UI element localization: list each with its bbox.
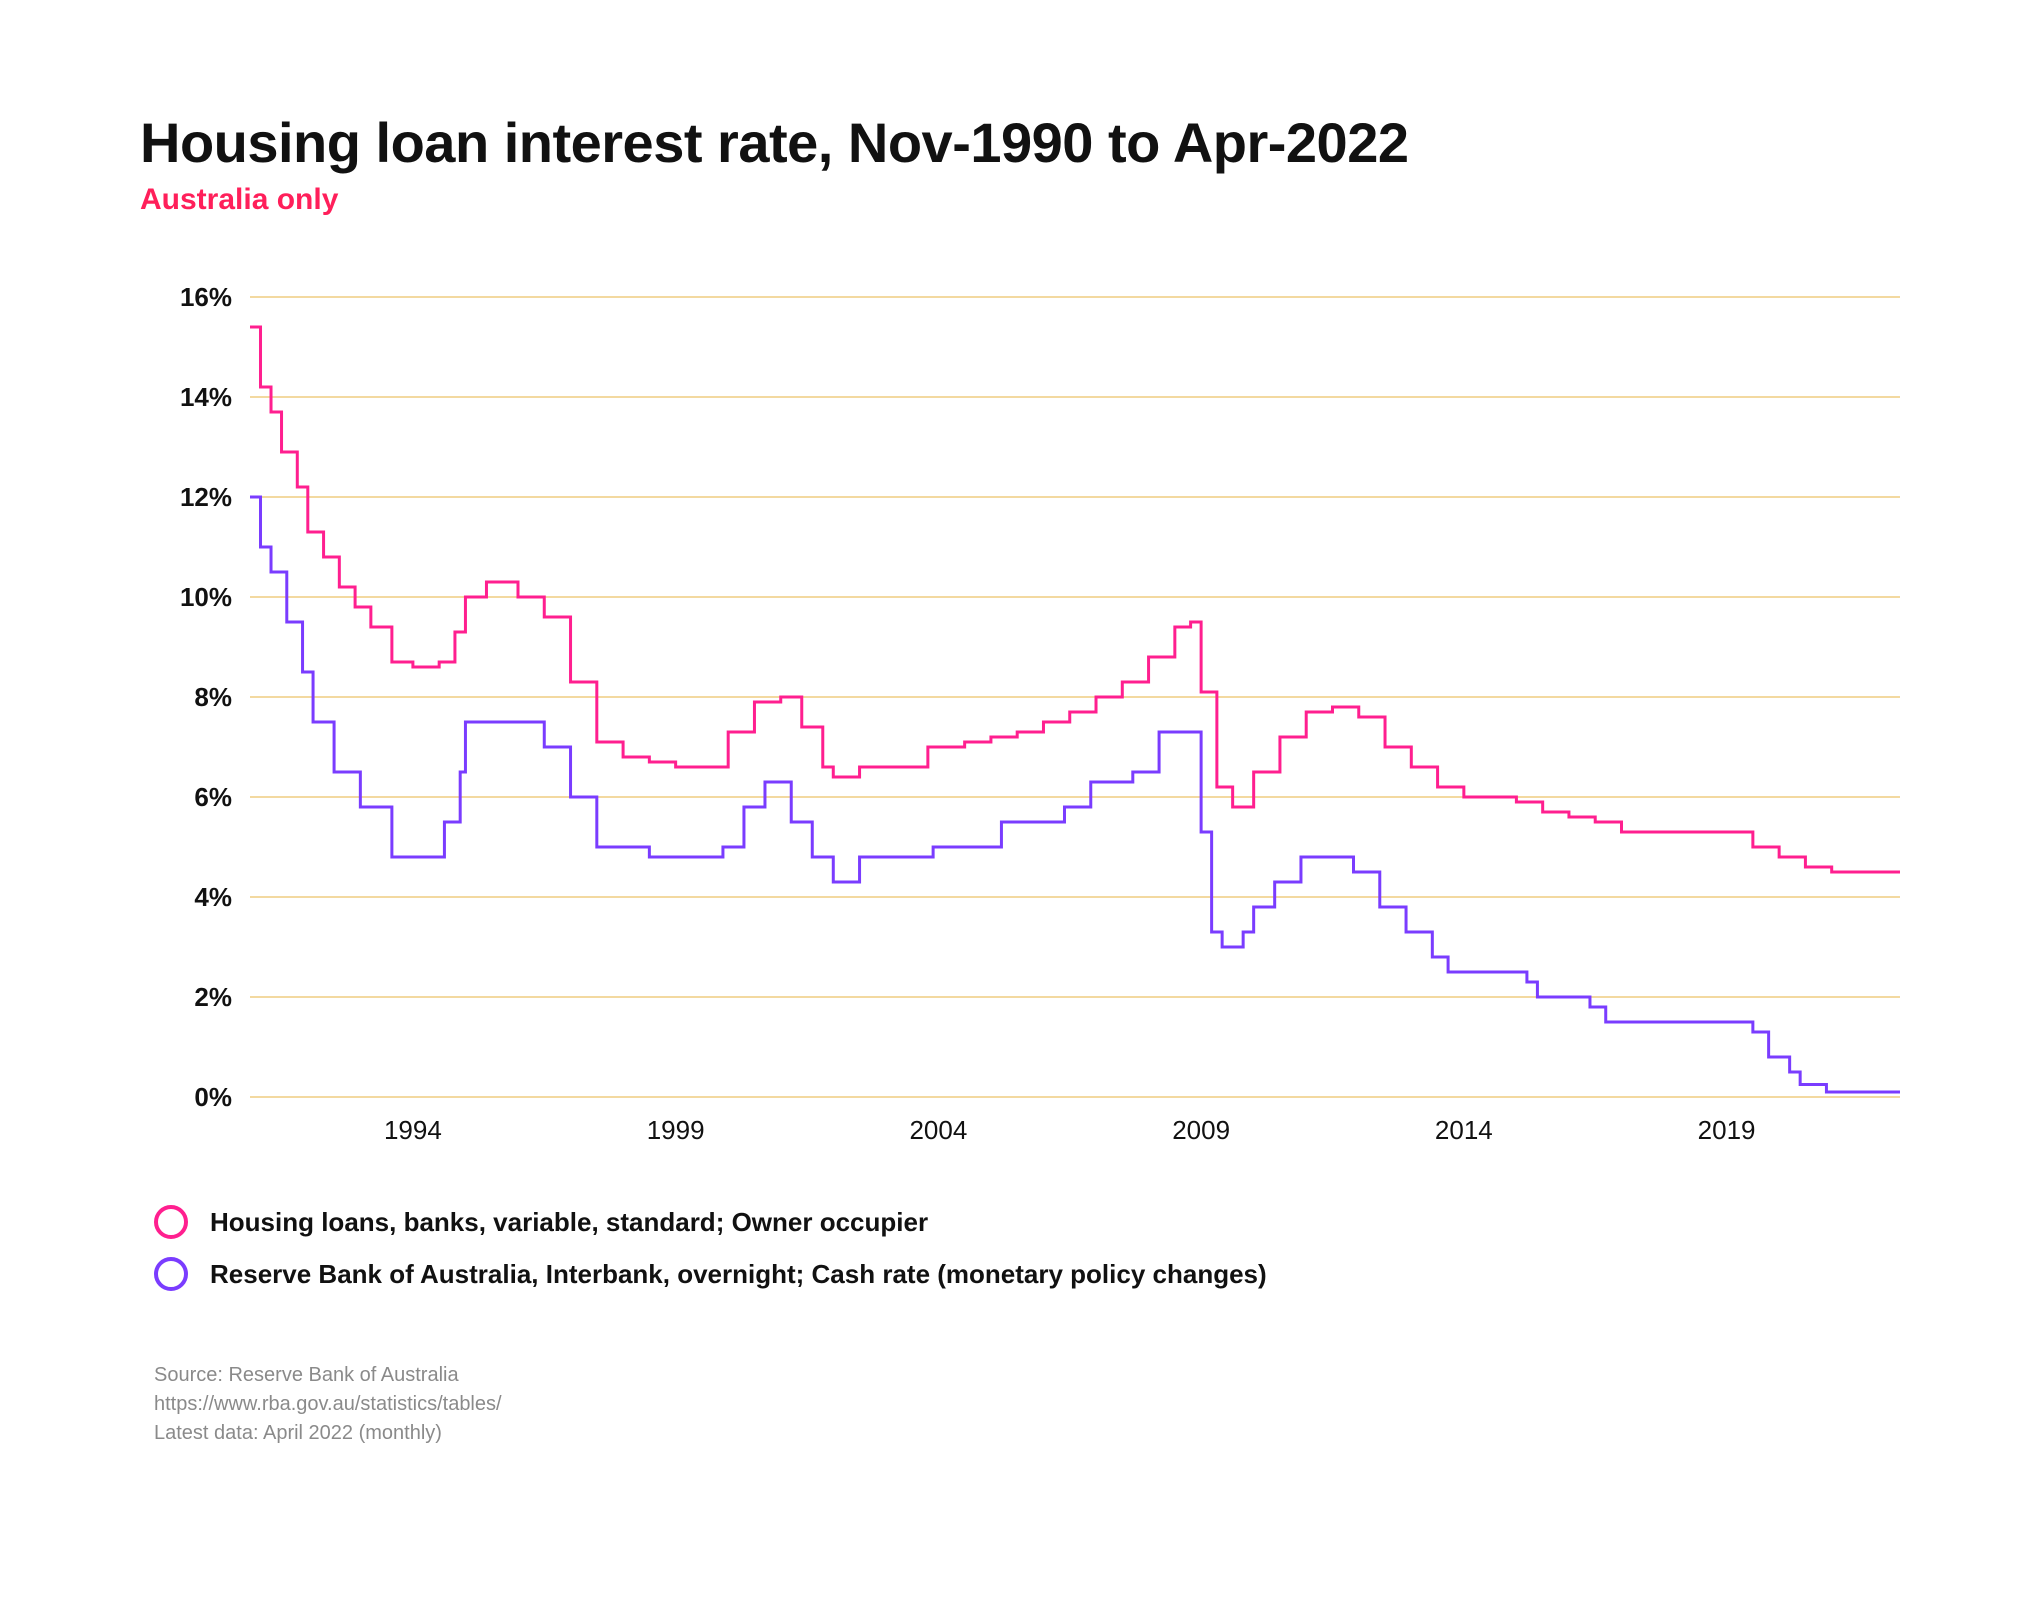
x-tick-label: 2009	[1172, 1115, 1230, 1145]
legend-swatch	[154, 1257, 188, 1291]
legend-label: Reserve Bank of Australia, Interbank, ov…	[210, 1259, 1267, 1290]
legend-item-cash_rate: Reserve Bank of Australia, Interbank, ov…	[154, 1257, 1902, 1291]
x-tick-label: 1994	[384, 1115, 442, 1145]
source-line: https://www.rba.gov.au/statistics/tables…	[154, 1390, 1902, 1419]
y-tick-label: 14%	[180, 382, 232, 412]
y-tick-label: 8%	[194, 682, 232, 712]
legend-swatch	[154, 1205, 188, 1239]
x-tick-label: 2004	[909, 1115, 967, 1145]
series-housing	[250, 327, 1900, 872]
y-tick-label: 16%	[180, 282, 232, 312]
legend-label: Housing loans, banks, variable, standard…	[210, 1207, 928, 1238]
y-tick-label: 0%	[194, 1082, 232, 1112]
series-cash_rate	[250, 497, 1900, 1092]
chart-source: Source: Reserve Bank of Australiahttps:/…	[154, 1361, 1902, 1448]
y-tick-label: 4%	[194, 882, 232, 912]
chart-subtitle: Australia only	[140, 183, 1902, 217]
chart-title: Housing loan interest rate, Nov-1990 to …	[140, 110, 1902, 175]
y-tick-label: 12%	[180, 482, 232, 512]
source-line: Latest data: April 2022 (monthly)	[154, 1419, 1902, 1448]
y-tick-label: 6%	[194, 782, 232, 812]
y-tick-label: 10%	[180, 582, 232, 612]
line-chart: 0% 2% 4% 6% 8% 10% 12% 14% 16% 1994 1999 2004 2009 20…	[140, 277, 1900, 1177]
x-tick-label: 2014	[1435, 1115, 1493, 1145]
y-tick-label: 2%	[194, 982, 232, 1012]
x-tick-label: 1999	[647, 1115, 705, 1145]
page: Housing loan interest rate, Nov-1990 to …	[0, 0, 2042, 1616]
chart-legend: Housing loans, banks, variable, standard…	[140, 1205, 1902, 1291]
legend-item-housing: Housing loans, banks, variable, standard…	[154, 1205, 1902, 1239]
source-line: Source: Reserve Bank of Australia	[154, 1361, 1902, 1390]
x-tick-label: 2019	[1698, 1115, 1756, 1145]
